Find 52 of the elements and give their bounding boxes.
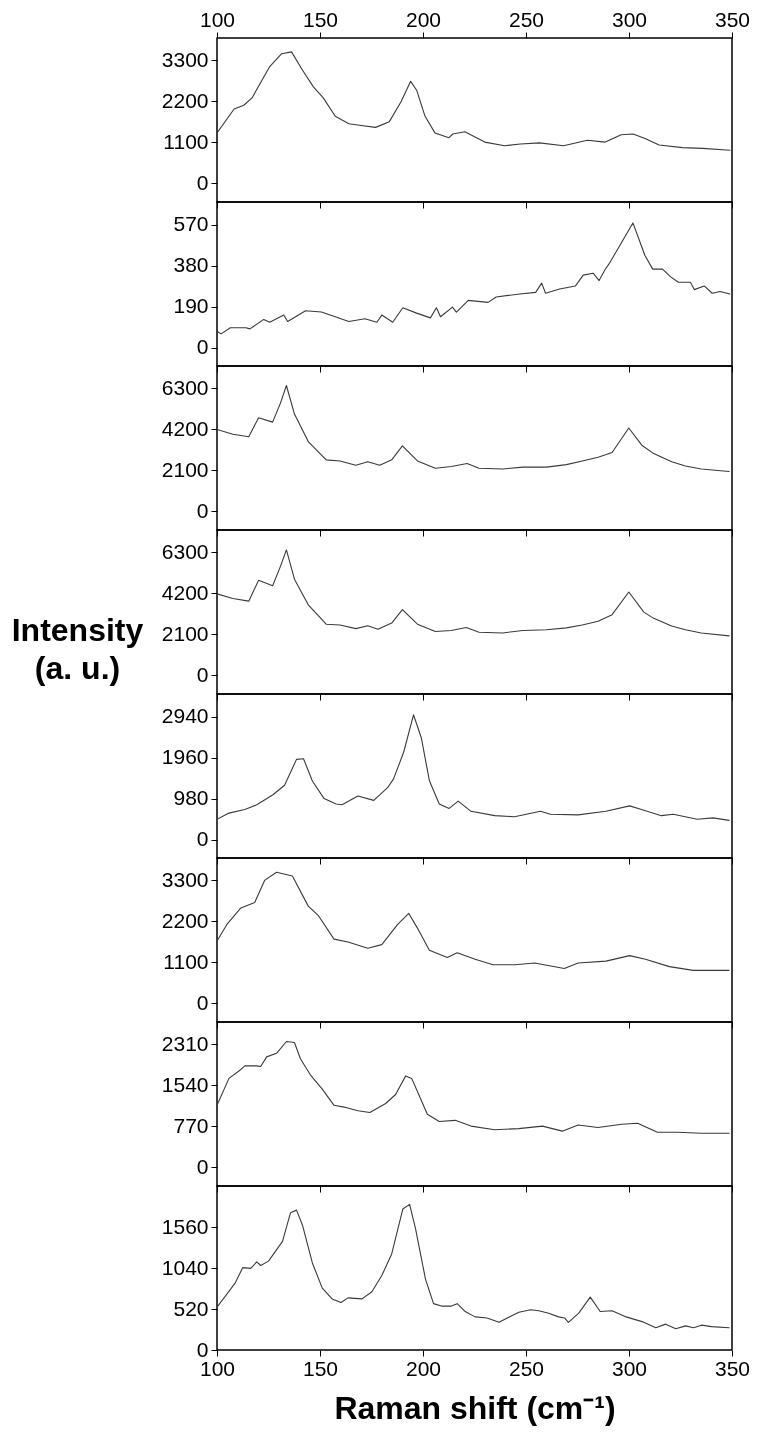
line-series: [217, 549, 730, 637]
y-tick-label: 0: [196, 990, 209, 1014]
y-tick-label: 4200: [161, 580, 209, 604]
y-tick-label: 190: [173, 294, 209, 318]
y-tick-label: 0: [196, 335, 209, 359]
y-tick-label: 1560: [161, 1214, 209, 1238]
x-tick-label: 150: [302, 1356, 339, 1380]
line-series: [217, 714, 730, 821]
y-tick-label: 4200: [161, 416, 209, 440]
line-series: [217, 871, 730, 971]
y-tick-label: 2200: [161, 88, 209, 112]
y-tick-label: 0: [196, 827, 209, 851]
x-tick-label: 250: [508, 1356, 545, 1380]
x2-tick-label: 100: [199, 7, 236, 31]
line-series: [217, 384, 730, 473]
y-tick-label: 0: [196, 498, 209, 522]
line-series: [217, 222, 731, 335]
y-tick-label: 6300: [161, 539, 209, 563]
y-tick-label: 1040: [161, 1255, 209, 1279]
y-tick-label: 1540: [161, 1072, 209, 1096]
line-series: [217, 51, 731, 151]
y-tick-label: 2100: [161, 457, 209, 481]
y-axis-title: Intensity (a. u.): [11, 611, 144, 686]
x-axis-title: Raman shift (cm⁻¹): [334, 1389, 616, 1426]
y-tick-label: 2200: [161, 908, 209, 932]
y-tick-label: 570: [173, 212, 209, 236]
y-tick-label: 2310: [161, 1031, 209, 1055]
y-tick-label: 770: [173, 1113, 209, 1137]
x2-tick-label: 350: [714, 7, 751, 31]
y-tick-label: 0: [196, 1154, 209, 1178]
y-tick-label: 520: [173, 1296, 209, 1320]
y-tick-label: 6300: [161, 375, 209, 399]
x2-tick-label: 150: [302, 7, 339, 31]
y-tick-label: 2100: [161, 621, 209, 645]
y-tick-label: 1100: [163, 949, 209, 973]
x-tick-label: 300: [611, 1356, 648, 1380]
x2-tick-label: 300: [611, 7, 648, 31]
x-tick-label: 200: [405, 1356, 442, 1380]
y-tick-label: 1960: [161, 745, 209, 769]
y-tick-label: 3300: [161, 47, 209, 71]
x-tick-label: 350: [714, 1356, 751, 1380]
x2-tick-label: 250: [508, 7, 545, 31]
x2-tick-label: 200: [405, 7, 442, 31]
y-tick-label: 380: [173, 253, 209, 277]
y-tick-label: 3300: [161, 867, 209, 891]
y-tick-label: 1100: [163, 129, 209, 153]
y-tick-label: 980: [173, 786, 209, 810]
y-tick-label: 2940: [161, 704, 209, 728]
line-series: [217, 1203, 730, 1330]
y-tick-label: 0: [196, 662, 209, 686]
line-series: [217, 1040, 730, 1134]
y-tick-label: 0: [196, 170, 209, 194]
